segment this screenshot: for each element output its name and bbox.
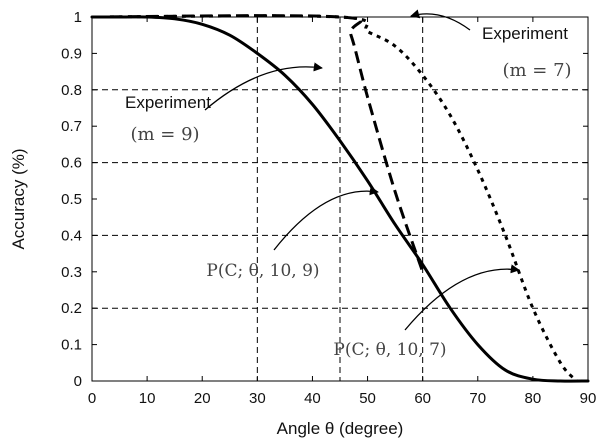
x-tick-label: 70 — [469, 390, 486, 407]
x-tick-label: 60 — [414, 390, 431, 407]
y-tick-label: 0.2 — [61, 300, 82, 317]
annotation-p-10-9: P(C; θ, 10, 9) — [206, 186, 379, 281]
series-line-solid — [90, 15, 590, 383]
annotation-label: Experiment — [482, 24, 568, 43]
annotations-layer: Experiment (m = 7) Experiment (m = 9) P(C; θ… — [125, 9, 572, 360]
x-tick-label: 40 — [304, 390, 321, 407]
reference-lines-layer — [92, 17, 588, 381]
x-tick-label: 30 — [249, 390, 266, 407]
annotation-sublabel: (m = 7) — [502, 60, 571, 81]
x-tick-label: 0 — [88, 390, 96, 407]
y-tick-label: 0.1 — [61, 337, 82, 354]
y-tick-label: 0.4 — [61, 227, 82, 244]
series-line-dotted — [91, 14, 579, 383]
annotation-arrow — [204, 62, 323, 111]
y-tick-label: 0.5 — [61, 191, 82, 208]
annotation-formula: P(C; θ, 10, 9) — [206, 261, 319, 281]
x-tick-label: 10 — [139, 390, 156, 407]
y-tick-label: 0.8 — [61, 82, 82, 99]
x-tick-label: 50 — [359, 390, 376, 407]
y-axis-label: Accuracy (%) — [9, 148, 28, 249]
y-tick-label: 0.7 — [61, 118, 82, 135]
annotation-experiment-m7: Experiment (m = 7) — [410, 9, 572, 81]
labels-layer: 0 10 20 30 40 50 60 70 80 90 0 0.1 0.2 0.3 0.4 0.5 0.6 0.… — [9, 9, 596, 438]
y-tick-label: 0 — [74, 373, 82, 390]
annotation-label: Experiment — [125, 93, 211, 112]
x-tick-label: 80 — [525, 390, 542, 407]
y-tick-label: 0.9 — [61, 45, 82, 62]
x-tick-label: 90 — [580, 390, 597, 407]
annotation-p-10-7: P(C; θ, 10, 7) — [333, 264, 520, 360]
annotation-formula: P(C; θ, 10, 7) — [333, 340, 446, 360]
series-layer — [90, 14, 590, 383]
y-tick-label: 0.3 — [61, 264, 82, 281]
y-tick-label: 1 — [74, 9, 82, 26]
annotation-experiment-m9: Experiment (m = 9) — [125, 62, 323, 145]
x-axis-label: Angle θ (degree) — [277, 419, 404, 438]
y-tick-label: 0.6 — [61, 155, 82, 172]
series-line-dashed — [91, 14, 425, 273]
x-tick-label: 20 — [194, 390, 211, 407]
annotation-arrow — [273, 186, 379, 251]
annotation-sublabel: (m = 9) — [130, 124, 199, 145]
annotation-arrow — [410, 9, 471, 31]
annotation-arrow — [404, 264, 520, 331]
